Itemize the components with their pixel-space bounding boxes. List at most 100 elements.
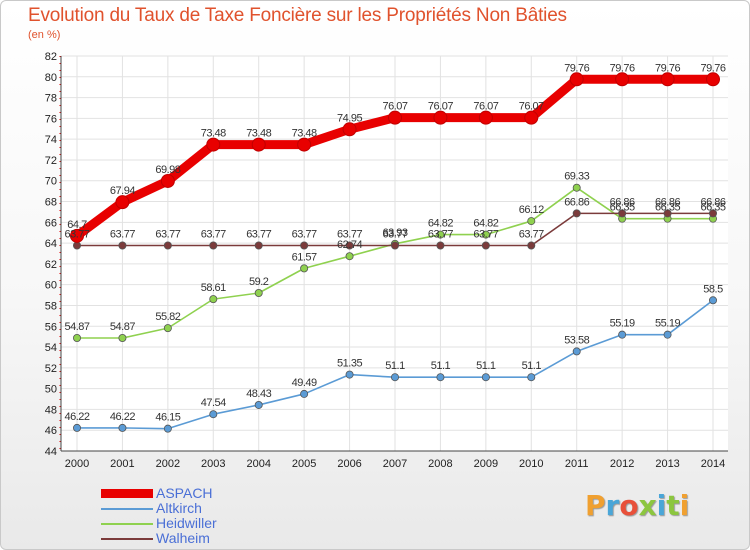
data-point	[481, 373, 490, 382]
y-tick-label: 46	[45, 425, 57, 437]
y-tick-label: 62	[45, 259, 57, 271]
data-label: 55.19	[655, 318, 680, 330]
data-point	[572, 209, 581, 218]
x-tick-label: 2000	[65, 458, 89, 470]
data-label: 48.43	[246, 388, 271, 400]
data-point	[209, 410, 218, 419]
data-point	[527, 241, 536, 250]
data-point	[342, 122, 357, 137]
data-point	[478, 110, 493, 125]
x-tick-label: 2005	[292, 458, 316, 470]
data-point	[118, 241, 127, 250]
x-tick-label: 2009	[474, 458, 498, 470]
data-point	[709, 296, 718, 305]
data-label: 79.76	[564, 62, 589, 74]
data-point	[572, 347, 581, 356]
y-tick-label: 82	[45, 51, 57, 63]
y-tick-label: 54	[45, 342, 57, 354]
data-point	[615, 72, 630, 87]
data-label: 69.33	[564, 171, 589, 183]
data-label: 51.1	[476, 360, 496, 372]
data-point	[572, 183, 581, 192]
data-label: 54.87	[110, 321, 135, 333]
data-label: 76.07	[473, 101, 498, 113]
data-point	[73, 334, 82, 343]
data-point	[569, 72, 584, 87]
x-tick-label: 2003	[201, 458, 225, 470]
data-label: 64.82	[428, 218, 453, 230]
data-label: 51.1	[385, 360, 405, 372]
y-tick-label: 78	[45, 93, 57, 105]
data-label: 55.19	[610, 318, 635, 330]
x-tick-label: 2014	[701, 458, 725, 470]
data-label: 66.35	[700, 202, 725, 214]
data-point	[206, 137, 221, 152]
legend-swatch	[101, 508, 153, 510]
data-point	[300, 241, 309, 250]
data-point	[481, 230, 490, 239]
y-tick-label: 48	[45, 404, 57, 416]
data-point	[527, 373, 536, 382]
data-point	[251, 137, 266, 152]
data-label: 63.77	[201, 228, 226, 240]
data-point	[390, 241, 399, 250]
data-label: 51.35	[337, 358, 362, 370]
logo-letter: P	[585, 489, 606, 522]
data-point	[433, 110, 448, 125]
data-label: 59.2	[249, 276, 269, 288]
data-point	[481, 241, 490, 250]
data-label: 66.35	[610, 202, 635, 214]
data-label: 73.48	[201, 128, 226, 140]
logo-letter: i	[679, 489, 690, 522]
data-point	[118, 423, 127, 432]
data-point	[163, 241, 172, 250]
data-point	[390, 373, 399, 382]
y-tick-label: 76	[45, 113, 57, 125]
data-label: 63.77	[382, 228, 407, 240]
legend-label: Heidwiller	[156, 515, 217, 531]
data-label: 58.5	[703, 283, 723, 295]
logo-letter: r	[605, 489, 620, 522]
data-label: 63.77	[155, 228, 180, 240]
data-label: 46.22	[110, 411, 135, 423]
data-label: 79.76	[610, 62, 635, 74]
data-point	[300, 264, 309, 273]
chart-subtitle: (en %)	[28, 29, 61, 41]
x-tick-label: 2008	[428, 458, 452, 470]
data-label: 79.76	[655, 62, 680, 74]
data-point	[660, 72, 675, 87]
data-label: 79.76	[700, 62, 725, 74]
data-point	[115, 195, 130, 210]
legend-swatch	[101, 489, 153, 498]
logo-letter: x	[638, 489, 657, 522]
data-label: 46.15	[155, 412, 180, 424]
data-label: 66.86	[564, 196, 589, 208]
data-label: 47.54	[201, 397, 226, 409]
data-point	[73, 423, 82, 432]
legend-item-heidwiller: Heidwiller	[101, 515, 301, 531]
data-point	[436, 241, 445, 250]
y-tick-label: 50	[45, 384, 57, 396]
legend-item-altkirch: Altkirch	[101, 500, 301, 516]
data-label: 76.07	[519, 101, 544, 113]
data-point	[618, 209, 627, 218]
data-label: 58.61	[201, 282, 226, 294]
data-label: 66.12	[519, 204, 544, 216]
data-label: 46.22	[64, 411, 89, 423]
data-label: 51.1	[522, 360, 542, 372]
legend-swatch	[101, 538, 153, 540]
x-tick-label: 2002	[156, 458, 180, 470]
data-label: 63.77	[110, 228, 135, 240]
logo-letter: t	[666, 489, 680, 522]
data-label: 73.48	[292, 128, 317, 140]
legend-swatch	[101, 523, 153, 525]
data-label: 54.87	[64, 321, 89, 333]
legend-item-aspach: ASPACH	[101, 485, 301, 501]
data-point	[706, 72, 720, 87]
proxiti-logo: Proxiti	[585, 489, 689, 522]
data-label: 51.1	[431, 360, 451, 372]
y-tick-label: 68	[45, 197, 57, 209]
data-point	[254, 288, 263, 297]
data-label: 67.94	[110, 185, 135, 197]
